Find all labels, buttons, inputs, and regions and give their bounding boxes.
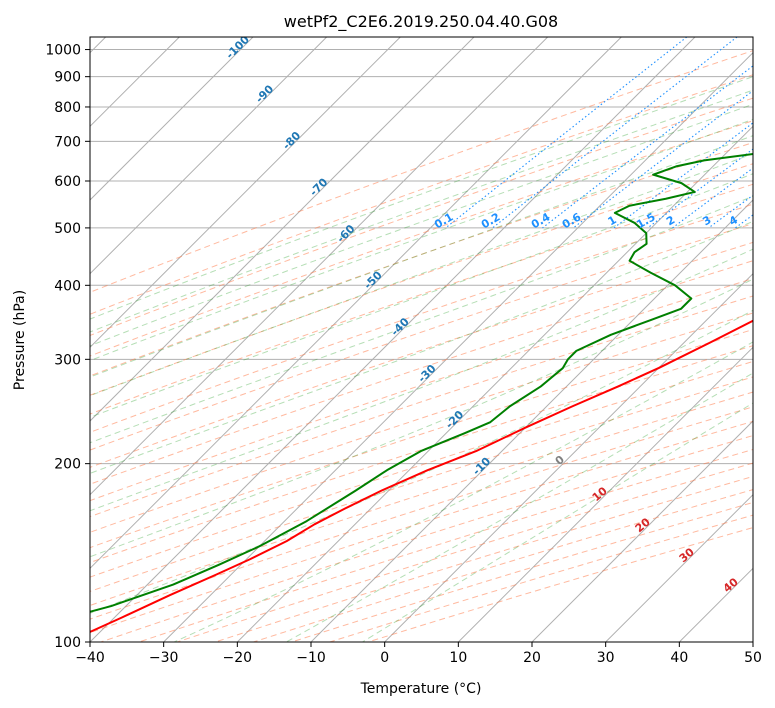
isotherm-gridline xyxy=(90,37,622,570)
moist-adiabat-line xyxy=(90,153,753,397)
chart-title: wetPf2_C2E6.2019.250.04.40.G08 xyxy=(284,12,558,32)
x-tick-label: −10 xyxy=(296,650,326,666)
x-tick-label: 0 xyxy=(380,650,389,666)
dry-adiabat-line xyxy=(90,120,753,357)
y-tick-label: 200 xyxy=(54,457,81,473)
dry-adiabat-line xyxy=(90,142,753,377)
mixing-ratio-line xyxy=(492,37,738,229)
plot-area: 0.10.20.40.611.52346810131620253036-100-… xyxy=(90,37,753,642)
mixing-ratio-line xyxy=(572,90,753,229)
mixing-ratio-line xyxy=(672,167,753,229)
x-tick-label: −20 xyxy=(223,650,253,666)
x-tick-label: −40 xyxy=(75,650,105,666)
x-tick-label: 10 xyxy=(449,650,467,666)
isotherm-gridline xyxy=(531,420,753,642)
dry-adiabat-line xyxy=(90,50,753,293)
x-tick-label: −30 xyxy=(149,650,179,666)
moist-adiabat-line xyxy=(90,118,753,362)
dry-adiabat-line xyxy=(90,97,753,336)
isotherm-gridline xyxy=(310,199,753,642)
y-tick-label: 600 xyxy=(54,174,81,190)
moist-adiabat-line xyxy=(90,89,753,333)
y-tick-label: 400 xyxy=(54,278,81,294)
mixing-ratio-line xyxy=(542,65,753,229)
dry-adiabat-line xyxy=(90,328,753,549)
plot-frame xyxy=(89,36,754,643)
y-tick-label: 900 xyxy=(54,70,81,86)
y-tick-label: 700 xyxy=(54,134,81,150)
x-tick-label: 20 xyxy=(523,650,541,666)
dry-adiabat-line xyxy=(90,163,753,396)
y-tick-label: 100 xyxy=(54,635,81,651)
x-tick-label: 40 xyxy=(670,650,688,666)
moist-adiabat-line xyxy=(90,195,753,444)
y-tick-label: 300 xyxy=(54,352,81,368)
temperature-profile xyxy=(90,319,753,634)
dry-adiabat-line xyxy=(90,278,753,502)
dewpoint-profile xyxy=(90,152,753,613)
y-tick-label: 1000 xyxy=(45,43,81,59)
isotherm-gridline xyxy=(90,37,401,349)
y-axis-label: Pressure (hPa) xyxy=(12,290,28,390)
dry-adiabat-line xyxy=(90,260,753,485)
y-axis: 1000 900 800 700 600 500 400 300 200 100 xyxy=(45,43,90,651)
dry-adiabat-line xyxy=(90,360,753,578)
thermo-lines xyxy=(90,37,753,642)
moist-adiabat-line xyxy=(90,173,753,418)
dry-adiabat-line xyxy=(90,391,753,606)
isotherm-gridline xyxy=(163,51,753,642)
isotherm-gridline xyxy=(90,37,549,496)
isotherm-gridline xyxy=(236,125,753,642)
dry-adiabat-line xyxy=(90,183,753,415)
isotherm-gridline xyxy=(457,346,753,642)
dry-adiabat-line xyxy=(90,312,753,533)
moist-adiabat-line xyxy=(90,76,753,320)
isotherm-gridline xyxy=(384,272,753,642)
x-tick-label: 30 xyxy=(597,650,615,666)
grid-lines xyxy=(90,37,753,642)
y-tick-label: 800 xyxy=(54,100,81,116)
profiles xyxy=(90,152,753,634)
isotherm-gridline xyxy=(90,37,475,422)
isotherm-gridline xyxy=(90,37,328,275)
moist-adiabat-line xyxy=(90,278,753,558)
isotherm-gridline xyxy=(605,493,753,642)
isotherm-gridline xyxy=(90,37,254,201)
x-axis-label: Temperature (°C) xyxy=(360,681,482,697)
dry-adiabat-line xyxy=(90,223,753,451)
dry-adiabat-line xyxy=(90,74,753,315)
y-tick-label: 500 xyxy=(54,221,81,237)
x-axis: −40 −30 −20 −10 0 10 20 30 40 50 xyxy=(75,642,762,666)
isotherm-gridline xyxy=(90,37,696,642)
x-tick-label: 50 xyxy=(744,650,762,666)
